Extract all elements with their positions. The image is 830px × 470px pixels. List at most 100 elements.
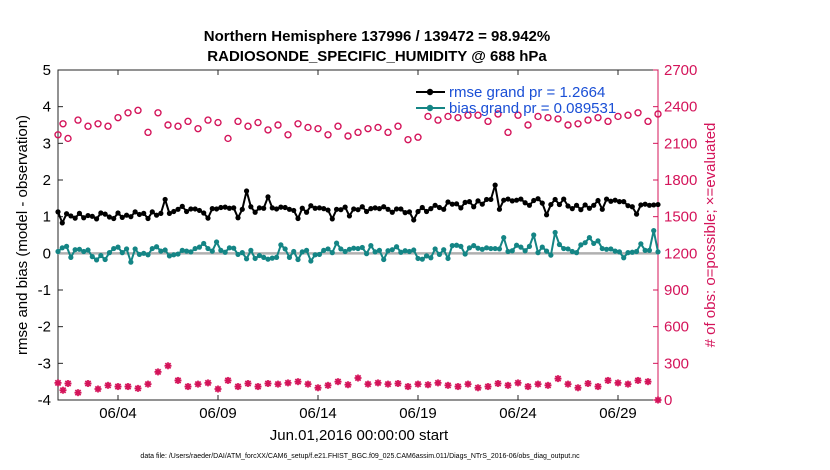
series-rmse-point [501,197,507,203]
obs-count-stroke-d2 [424,381,432,388]
series-obs-possible [54,106,662,144]
series-rmse-point [573,202,580,208]
series-bias-point [128,259,134,265]
series-bias-point [372,249,378,255]
obs-count-stroke-d2 [454,383,462,390]
series-rmse-point [226,205,233,211]
obs-possible-point [344,132,352,140]
series-bias-point [471,243,477,249]
series-bias-point [612,248,618,254]
series-rmse-point [312,205,318,211]
y-axis-left-label: rmse and bias (model - observation) [14,115,31,355]
series-rmse-point [436,204,443,211]
series-bias-point [591,240,597,247]
y-left-tick-label: 5 [43,62,51,79]
series-bias-point [638,241,644,247]
series-bias-point [303,247,310,253]
series-rmse-point [295,215,301,222]
series-bias-point [608,246,614,252]
obs-count-point [614,379,622,387]
obs-count-stroke-d2 [404,383,412,390]
series-bias-point [179,247,185,253]
series-rmse-point [192,206,198,212]
series-bias-point [162,247,168,253]
series-rmse-point [171,208,177,215]
series-rmse-point [483,196,490,203]
series-bias-point [462,251,468,257]
obs-count-point [214,385,222,393]
obs-count-point [254,383,262,391]
obs-count-point [534,380,542,388]
series-bias-point [539,244,545,250]
series-bias-point [63,243,70,249]
series-rmse-point [303,209,310,215]
series-rmse-point [621,199,627,205]
series-rmse-point [213,206,220,212]
y-right-tick-label: 2700 [664,62,697,79]
obs-count-stroke-d2 [394,380,402,387]
series-rmse-point [342,204,348,210]
series-bias-point [342,248,348,255]
legend-bias-marker [426,104,434,112]
obs-count-point [184,383,192,391]
obs-count-point [424,381,432,389]
obs-count-stroke-d2 [614,379,622,387]
series-rmse-point [286,206,293,212]
series-rmse-point [633,211,640,217]
series-bias-point [72,247,78,253]
series-bias-point [432,246,438,252]
obs-count-stroke-d2 [504,382,512,389]
obs-possible-point [194,124,202,133]
series-rmse-point [561,196,567,202]
y-left-tick-label: -1 [38,282,51,299]
obs-possible-point [464,111,472,119]
obs-count-stroke-d2 [244,380,252,387]
series-rmse-point [243,188,250,194]
obs-count-stroke-d2 [444,382,452,389]
series-bias-point [363,251,370,257]
series-rmse-point [265,194,271,200]
series-rmse-point [63,211,70,217]
series-bias-point [321,247,327,253]
obs-possible-point [604,117,612,126]
series-bias-point [582,240,588,246]
obs-count-stroke-d2 [484,383,492,390]
obs-count-point [544,381,552,389]
series-bias-point [149,245,155,252]
obs-count-stroke-d2 [494,380,502,387]
obs-count-point [564,380,572,388]
series-rmse-point [393,206,400,212]
data-file-footnote: data file: /Users/raeder/DAI/ATM_forcXX/… [140,453,580,460]
series-bias-point [119,250,125,256]
obs-count-stroke-d2 [124,383,132,390]
series-rmse-point [231,205,237,211]
series-rmse-point [441,206,447,212]
obs-count-point [554,375,562,383]
series-rmse-point [166,210,173,216]
obs-count-point [464,380,472,388]
series-rmse-point [586,205,593,211]
series-rmse-point [201,210,207,216]
series-rmse-point [308,203,314,209]
series-rmse-point [158,210,164,216]
series-rmse-point [175,206,181,212]
series-rmse-point [505,196,511,202]
obs-possible-point [164,121,172,129]
obs-possible-point [554,115,562,123]
x-axis-label: Jun.01,2016 00:00:00 start [270,427,449,444]
obs-count-point [514,379,522,387]
series-bias-point [351,245,357,251]
series-bias-point [548,252,554,258]
series-rmse-point [556,201,563,208]
series-bias-point [599,245,605,252]
obs-count-stroke-d2 [174,377,182,384]
obs-possible-point [114,113,122,122]
series-rmse-point [59,220,65,226]
obs-count-stroke-d2 [564,380,572,388]
obs-count-stroke-d2 [384,380,392,388]
series-bias-point [436,251,443,258]
series-rmse-point [578,207,584,213]
obs-count-point [444,381,452,389]
series-rmse-point [398,206,404,212]
series-bias-point [196,244,203,250]
